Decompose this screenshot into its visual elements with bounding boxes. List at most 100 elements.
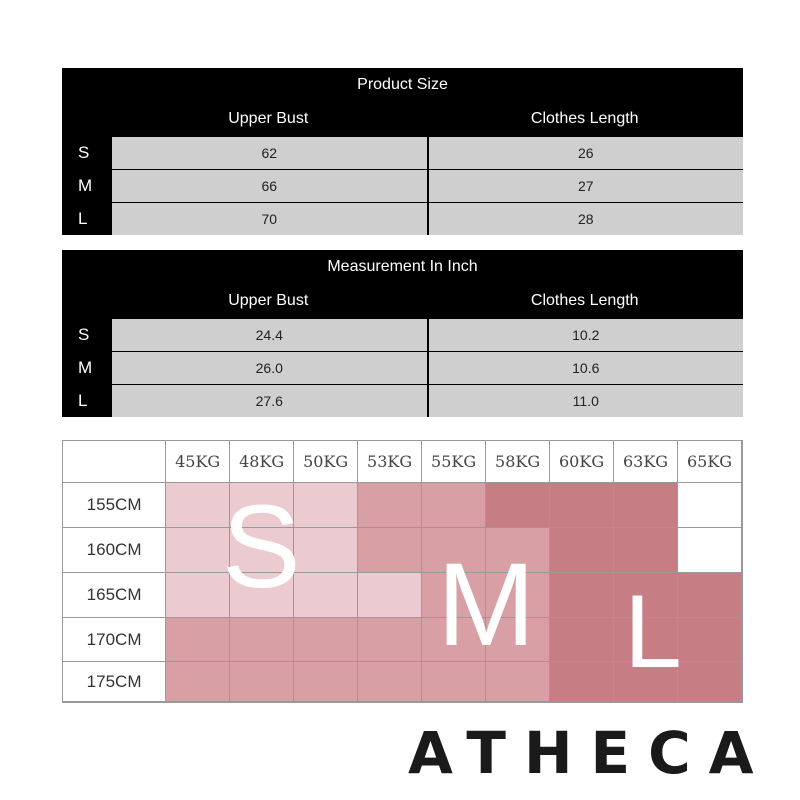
fit-zone-cell-m bbox=[422, 662, 487, 702]
height-label: 175CM bbox=[63, 662, 167, 702]
fit-zone-cell-s bbox=[166, 528, 231, 573]
table-row: M 26.0 10.6 bbox=[62, 351, 743, 384]
fit-zone-cell-m bbox=[422, 618, 487, 662]
clothes-length-value: 27 bbox=[426, 169, 743, 202]
fit-zone-cell-m bbox=[166, 662, 231, 702]
inch-measurement-table: Measurement In Inch Upper Bust Clothes L… bbox=[62, 250, 743, 417]
header-clothes-length: Clothes Length bbox=[530, 292, 639, 309]
fit-zone-cell-m bbox=[358, 618, 423, 662]
height-row: 175CM bbox=[63, 662, 743, 702]
fit-zone-cell-l bbox=[614, 573, 679, 618]
weight-label: 65KG bbox=[678, 441, 743, 483]
height-row: 160CM bbox=[63, 528, 743, 573]
fit-zone-cell-s bbox=[294, 528, 359, 573]
fit-zone-cell-m bbox=[486, 618, 551, 662]
brand-logo: ATHECA bbox=[408, 719, 772, 787]
fit-zone-cell-l bbox=[614, 528, 679, 573]
clothes-length-value: 26 bbox=[426, 136, 743, 169]
fit-zone-cell-l bbox=[486, 483, 551, 528]
fit-zone-cell-s bbox=[294, 573, 359, 618]
weight-label: 60KG bbox=[550, 441, 615, 483]
size-label: L bbox=[78, 209, 88, 228]
fit-zone-cell-l bbox=[550, 483, 615, 528]
table-header-row: Upper Bust Clothes Length bbox=[62, 284, 743, 318]
fit-zone-cell-m bbox=[358, 662, 423, 702]
fit-zone-cell-l bbox=[678, 662, 743, 702]
weight-header-row: 45KG 48KG 50KG 53KG 55KG 58KG 60KG 63KG … bbox=[63, 441, 743, 483]
weight-label: 45KG bbox=[166, 441, 231, 483]
table-title: Measurement In Inch bbox=[327, 258, 478, 275]
height-row: 155CM bbox=[63, 483, 743, 528]
height-label: 170CM bbox=[63, 618, 167, 662]
table-row: S 24.4 10.2 bbox=[62, 318, 743, 351]
upper-bust-value: 70 bbox=[110, 202, 427, 235]
fit-zone-cell-m bbox=[422, 573, 487, 618]
fit-zone-cell-l bbox=[550, 618, 615, 662]
fit-zone-cell-m bbox=[422, 483, 487, 528]
header-upper-bust: Upper Bust bbox=[228, 110, 309, 127]
table-title: Product Size bbox=[357, 76, 448, 93]
fit-zone-cell-m bbox=[294, 662, 359, 702]
fit-zone-cell-blank bbox=[678, 528, 743, 573]
fit-zone-cell-m bbox=[486, 573, 551, 618]
table-row: L 70 28 bbox=[62, 202, 743, 235]
fit-zone-cell-l bbox=[678, 573, 743, 618]
fit-zone-cell-l bbox=[550, 528, 615, 573]
weight-label: 53KG bbox=[358, 441, 423, 483]
height-label: 155CM bbox=[63, 483, 167, 528]
size-label: S bbox=[78, 325, 90, 344]
header-spacer bbox=[62, 284, 110, 318]
fit-zone-cell-s bbox=[358, 573, 423, 618]
size-label: M bbox=[78, 358, 93, 377]
table-row: M 66 27 bbox=[62, 169, 743, 202]
grid-corner bbox=[63, 441, 167, 483]
upper-bust-value: 24.4 bbox=[110, 318, 427, 351]
fit-zone-cell-s bbox=[294, 483, 359, 528]
fit-zone-cell-l bbox=[614, 483, 679, 528]
fit-zone-cell-m bbox=[294, 618, 359, 662]
height-row: 170CM bbox=[63, 618, 743, 662]
size-label: S bbox=[78, 143, 90, 162]
weight-label: 50KG bbox=[294, 441, 359, 483]
header-clothes-length: Clothes Length bbox=[530, 110, 639, 127]
fit-zone-cell-m bbox=[486, 528, 551, 573]
size-m-zone-letter: M bbox=[437, 539, 536, 671]
upper-bust-value: 26.0 bbox=[110, 351, 427, 384]
table-row: S 62 26 bbox=[62, 136, 743, 169]
fit-zone-cell-l bbox=[614, 618, 679, 662]
fit-zone-cell-m bbox=[166, 618, 231, 662]
clothes-length-value: 28 bbox=[426, 202, 743, 235]
weight-label: 58KG bbox=[486, 441, 551, 483]
upper-bust-value: 66 bbox=[110, 169, 427, 202]
height-label: 160CM bbox=[63, 528, 167, 573]
table-row: L 27.6 11.0 bbox=[62, 384, 743, 417]
size-label: M bbox=[78, 176, 93, 195]
weight-label: 55KG bbox=[422, 441, 487, 483]
fit-zone-cell-l bbox=[550, 662, 615, 702]
size-fit-grid: 45KG 48KG 50KG 53KG 55KG 58KG 60KG 63KG … bbox=[62, 440, 743, 703]
size-label: L bbox=[78, 391, 88, 410]
fit-zone-cell-m bbox=[486, 662, 551, 702]
product-size-table: Product Size Upper Bust Clothes Length S… bbox=[62, 68, 743, 235]
height-label: 165CM bbox=[63, 573, 167, 618]
fit-zone-cell-m bbox=[358, 528, 423, 573]
clothes-length-value: 10.2 bbox=[426, 318, 743, 351]
table-header-row: Upper Bust Clothes Length bbox=[62, 102, 743, 136]
fit-zone-cell-blank bbox=[678, 483, 743, 528]
fit-zone-cell-s bbox=[166, 573, 231, 618]
clothes-length-value: 11.0 bbox=[426, 384, 743, 417]
upper-bust-value: 27.6 bbox=[110, 384, 427, 417]
fit-zone-cell-s bbox=[166, 483, 231, 528]
fit-zone-cell-l bbox=[614, 662, 679, 702]
upper-bust-value: 62 bbox=[110, 136, 427, 169]
fit-zone-cell-s bbox=[230, 483, 295, 528]
header-spacer bbox=[62, 102, 110, 136]
size-s-zone-letter: S bbox=[222, 481, 301, 613]
fit-zone-cell-s bbox=[230, 528, 295, 573]
fit-zone-cell-m bbox=[422, 528, 487, 573]
clothes-length-value: 10.6 bbox=[426, 351, 743, 384]
height-row: 165CM bbox=[63, 573, 743, 618]
weight-label: 48KG bbox=[230, 441, 295, 483]
header-upper-bust: Upper Bust bbox=[228, 292, 309, 309]
fit-zone-cell-m bbox=[358, 483, 423, 528]
